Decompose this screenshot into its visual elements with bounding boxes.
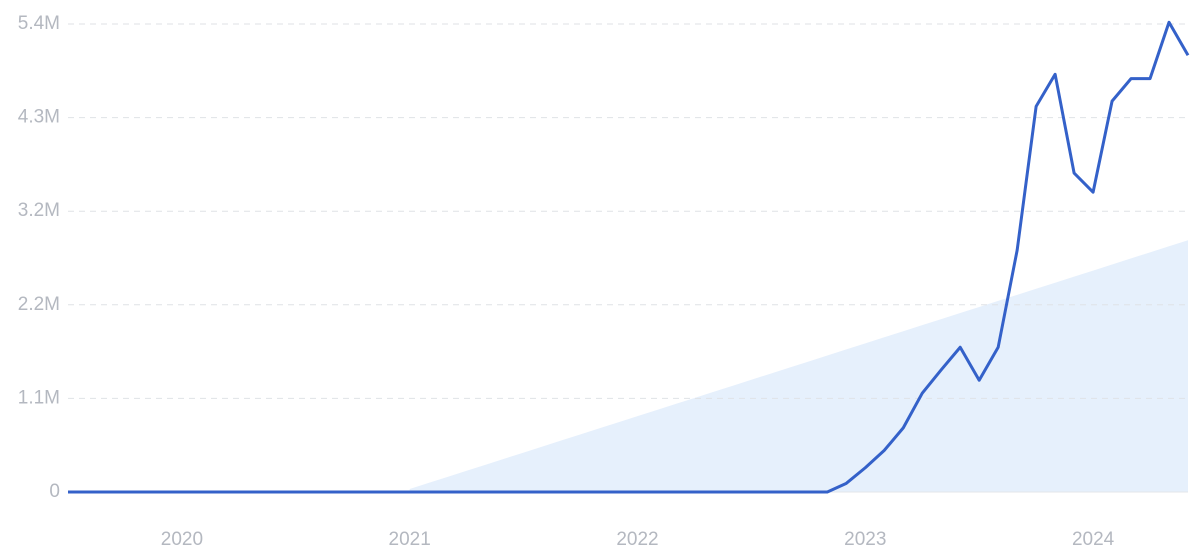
x-tick-label: 2020 xyxy=(161,529,203,550)
data-line xyxy=(68,20,1190,494)
x-tick-label: 2024 xyxy=(1072,529,1115,550)
trend-area xyxy=(409,240,1188,492)
y-tick-label: 2.2M xyxy=(18,294,60,315)
y-tick-label: 3.2M xyxy=(18,200,60,221)
x-tick-label: 2022 xyxy=(616,529,658,550)
x-tick-label: 2021 xyxy=(389,529,431,550)
y-tick-label: 1.1M xyxy=(18,387,60,408)
x-tick-label: 2023 xyxy=(844,529,886,550)
y-tick-label: 5.4M xyxy=(18,13,60,34)
y-tick-label: 0 xyxy=(49,481,60,502)
y-tick-label: 4.3M xyxy=(18,107,60,128)
